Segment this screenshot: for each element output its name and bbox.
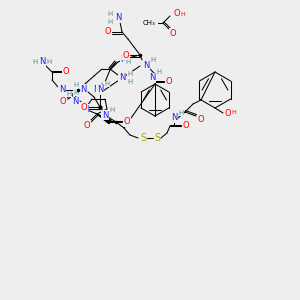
Text: H: H bbox=[74, 90, 79, 96]
Text: H: H bbox=[107, 19, 112, 25]
Text: O: O bbox=[225, 109, 231, 118]
Text: H: H bbox=[156, 69, 162, 75]
Text: CH₃: CH₃ bbox=[142, 20, 155, 26]
Text: O: O bbox=[105, 28, 111, 37]
Text: S: S bbox=[154, 133, 160, 143]
Text: H: H bbox=[178, 110, 184, 116]
Text: O: O bbox=[123, 50, 129, 59]
Text: N: N bbox=[82, 104, 88, 113]
Text: H: H bbox=[128, 79, 133, 85]
Text: H: H bbox=[66, 91, 72, 97]
Text: H: H bbox=[125, 59, 130, 65]
Text: O: O bbox=[60, 97, 66, 106]
Text: O: O bbox=[174, 10, 181, 19]
Text: O: O bbox=[124, 118, 130, 127]
Text: O: O bbox=[170, 28, 176, 38]
Text: H: H bbox=[74, 82, 79, 88]
Text: O: O bbox=[84, 121, 90, 130]
Text: H: H bbox=[104, 81, 110, 87]
Text: H: H bbox=[107, 11, 112, 17]
Text: H: H bbox=[46, 59, 52, 65]
Text: H: H bbox=[80, 104, 85, 110]
Text: N: N bbox=[149, 74, 155, 82]
Text: H: H bbox=[100, 82, 106, 88]
Text: O: O bbox=[166, 77, 172, 86]
Text: H: H bbox=[180, 11, 185, 16]
Text: N: N bbox=[102, 110, 108, 119]
Text: N: N bbox=[97, 85, 103, 94]
Text: O: O bbox=[81, 103, 87, 112]
Text: H: H bbox=[232, 110, 236, 116]
Text: N: N bbox=[80, 85, 86, 94]
Text: O: O bbox=[183, 122, 189, 130]
Text: N: N bbox=[115, 14, 121, 22]
Text: O: O bbox=[198, 115, 204, 124]
Text: N: N bbox=[119, 74, 125, 82]
Text: O: O bbox=[63, 68, 69, 76]
Text: N: N bbox=[93, 85, 99, 94]
Text: N: N bbox=[59, 85, 65, 94]
Text: S: S bbox=[140, 133, 146, 143]
Text: N: N bbox=[143, 61, 149, 70]
Text: H: H bbox=[128, 71, 133, 77]
Text: N: N bbox=[171, 113, 177, 122]
Text: H: H bbox=[110, 107, 115, 113]
Text: H: H bbox=[150, 57, 156, 63]
Text: N: N bbox=[72, 98, 78, 106]
Text: N: N bbox=[39, 58, 45, 67]
Text: H: H bbox=[32, 59, 38, 65]
Text: N: N bbox=[120, 55, 126, 64]
Polygon shape bbox=[97, 114, 111, 124]
